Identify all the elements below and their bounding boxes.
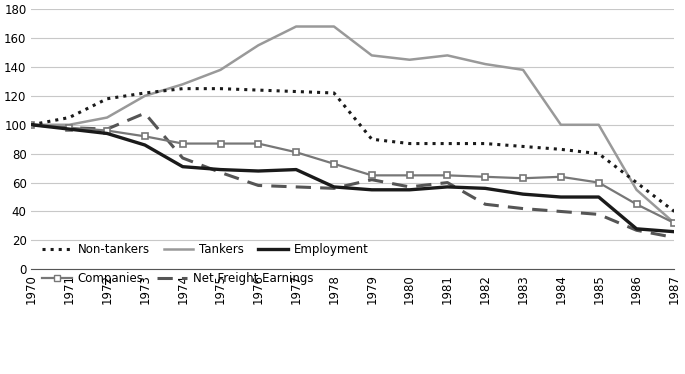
- Legend: Companies, Net Freight Earnings: Companies, Net Freight Earnings: [37, 267, 318, 289]
